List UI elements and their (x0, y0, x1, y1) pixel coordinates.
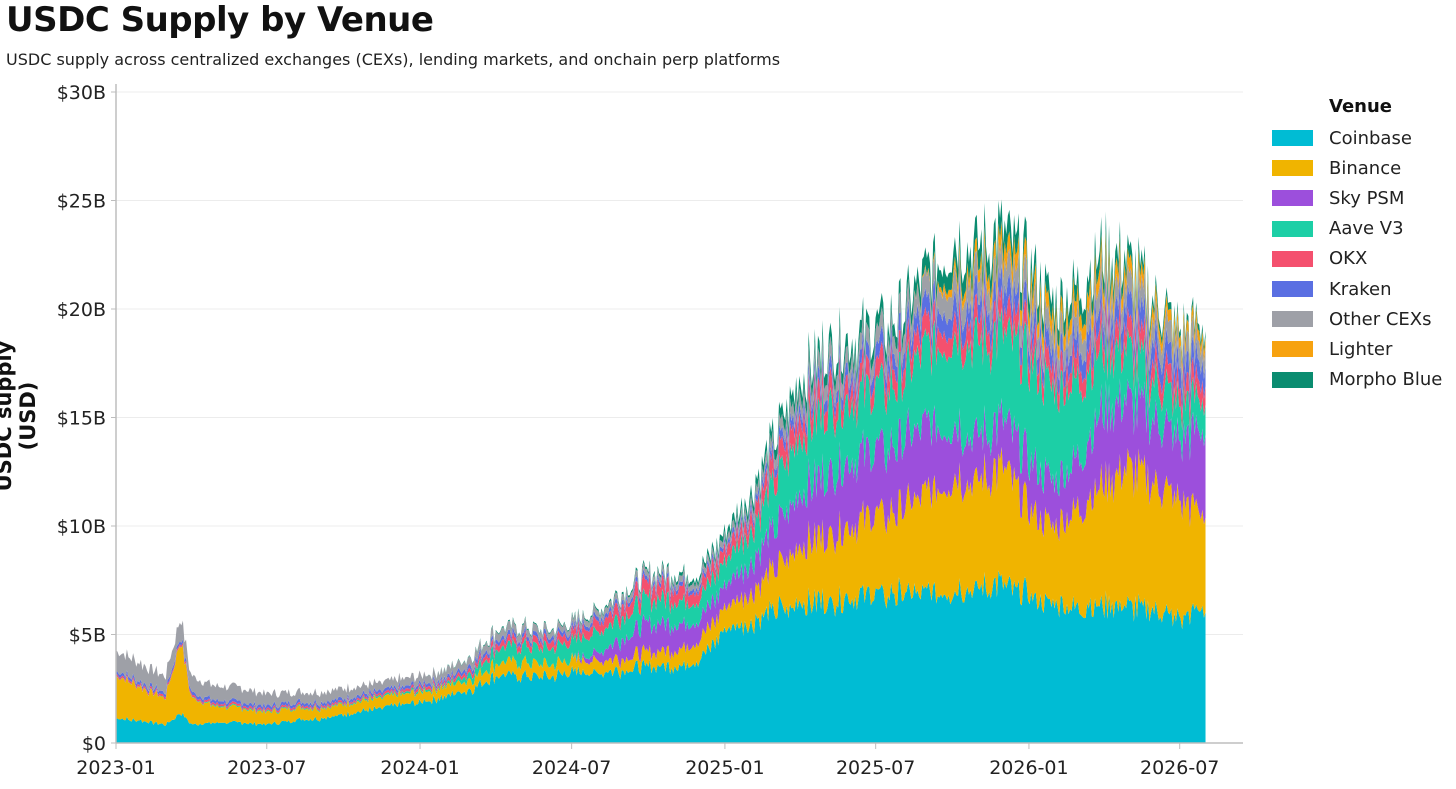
legend-label: Morpho Blue (1329, 369, 1443, 391)
legend-swatch (1272, 281, 1313, 298)
legend-swatch (1272, 160, 1313, 177)
x-tick-label: 2024-07 (532, 757, 611, 779)
chart-subtitle: USDC supply across centralized exchanges… (6, 50, 781, 69)
x-tick-label: 2025-07 (836, 757, 915, 779)
area-series-sky-psm (116, 376, 1206, 715)
legend-item-okx: OKX (1272, 244, 1442, 274)
axes (115, 84, 1243, 744)
legend-label: Coinbase (1329, 127, 1412, 149)
x-tick-labels: 2023-01 2023-07 2024-01 2024-07 2025-01 2025-… (76, 743, 1219, 779)
legend-swatch (1272, 341, 1313, 358)
x-tick-label: 2023-07 (227, 757, 306, 779)
chart-title: USDC Supply by Venue (6, 0, 434, 40)
y-tick-label: $0 (82, 733, 106, 755)
area-series-aave-v3 (116, 305, 1206, 715)
area-series-group (116, 199, 1206, 743)
legend-label: Kraken (1329, 278, 1392, 300)
legend-item-sky-psm: Sky PSM (1272, 183, 1442, 213)
area-series-coinbase (116, 570, 1206, 743)
y-tick-label: $5B (69, 625, 106, 647)
legend-swatch (1272, 250, 1313, 267)
legend-items: Coinbase Binance Sky PSM Aave V3 OKX Kraken Ot… (1272, 123, 1442, 395)
x-tick-label: 2026-01 (989, 757, 1068, 779)
legend-swatch (1272, 371, 1313, 388)
legend-swatch (1272, 190, 1313, 207)
legend-label: Aave V3 (1329, 218, 1404, 240)
legend-item-coinbase: Coinbase (1272, 123, 1442, 153)
legend: Venue Coinbase Binance Sky PSM Aave V3 OKX Kr… (1272, 96, 1442, 395)
legend-swatch (1272, 220, 1313, 237)
x-tick-label: 2025-01 (685, 757, 764, 779)
x-tick-label: 2026-07 (1140, 757, 1219, 779)
legend-title: Venue (1329, 96, 1392, 117)
x-tick-label: 2023-01 (76, 757, 155, 779)
legend-item-lighter: Lighter (1272, 334, 1442, 364)
y-tick-labels: $0 $5B $10B $15B $20B $25B $30B (57, 82, 116, 755)
legend-label: Sky PSM (1329, 187, 1405, 209)
legend-item-kraken: Kraken (1272, 274, 1442, 304)
y-tick-label: $15B (57, 408, 106, 430)
area-series-binance (116, 446, 1206, 727)
legend-label: Other CEXs (1329, 308, 1432, 330)
y-tick-label: $20B (57, 299, 106, 321)
legend-item-aave-v3: Aave V3 (1272, 214, 1442, 244)
x-tick-label: 2024-01 (380, 757, 459, 779)
legend-swatch (1272, 311, 1313, 328)
legend-swatch (1272, 130, 1313, 147)
legend-label: OKX (1329, 248, 1368, 270)
legend-item-other-cexs: Other CEXs (1272, 304, 1442, 334)
legend-item-morpho-blue: Morpho Blue (1272, 365, 1442, 395)
y-tick-label: $25B (57, 191, 106, 213)
legend-label: Lighter (1329, 338, 1393, 360)
y-tick-label: $10B (57, 516, 106, 538)
legend-label: Binance (1329, 157, 1402, 179)
legend-item-binance: Binance (1272, 153, 1442, 183)
y-tick-label: $30B (57, 82, 106, 104)
